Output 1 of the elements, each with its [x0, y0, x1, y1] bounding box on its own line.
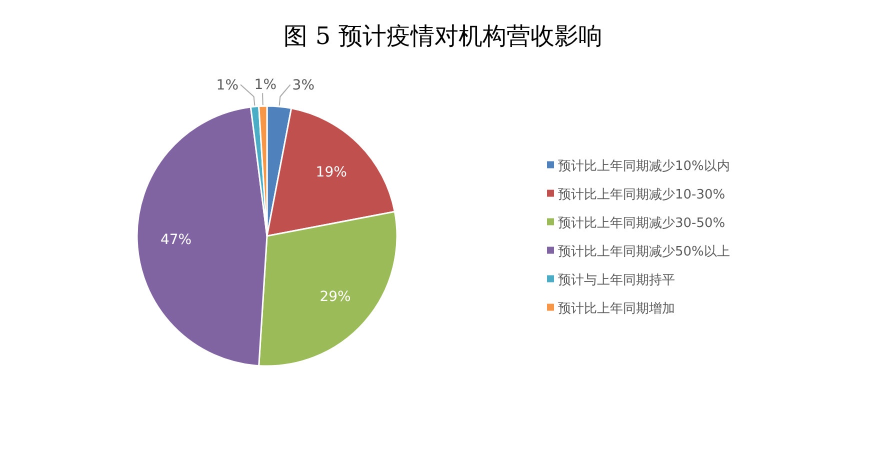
- title: 图 5 预计疫情对机构营收影响: [284, 22, 602, 50]
